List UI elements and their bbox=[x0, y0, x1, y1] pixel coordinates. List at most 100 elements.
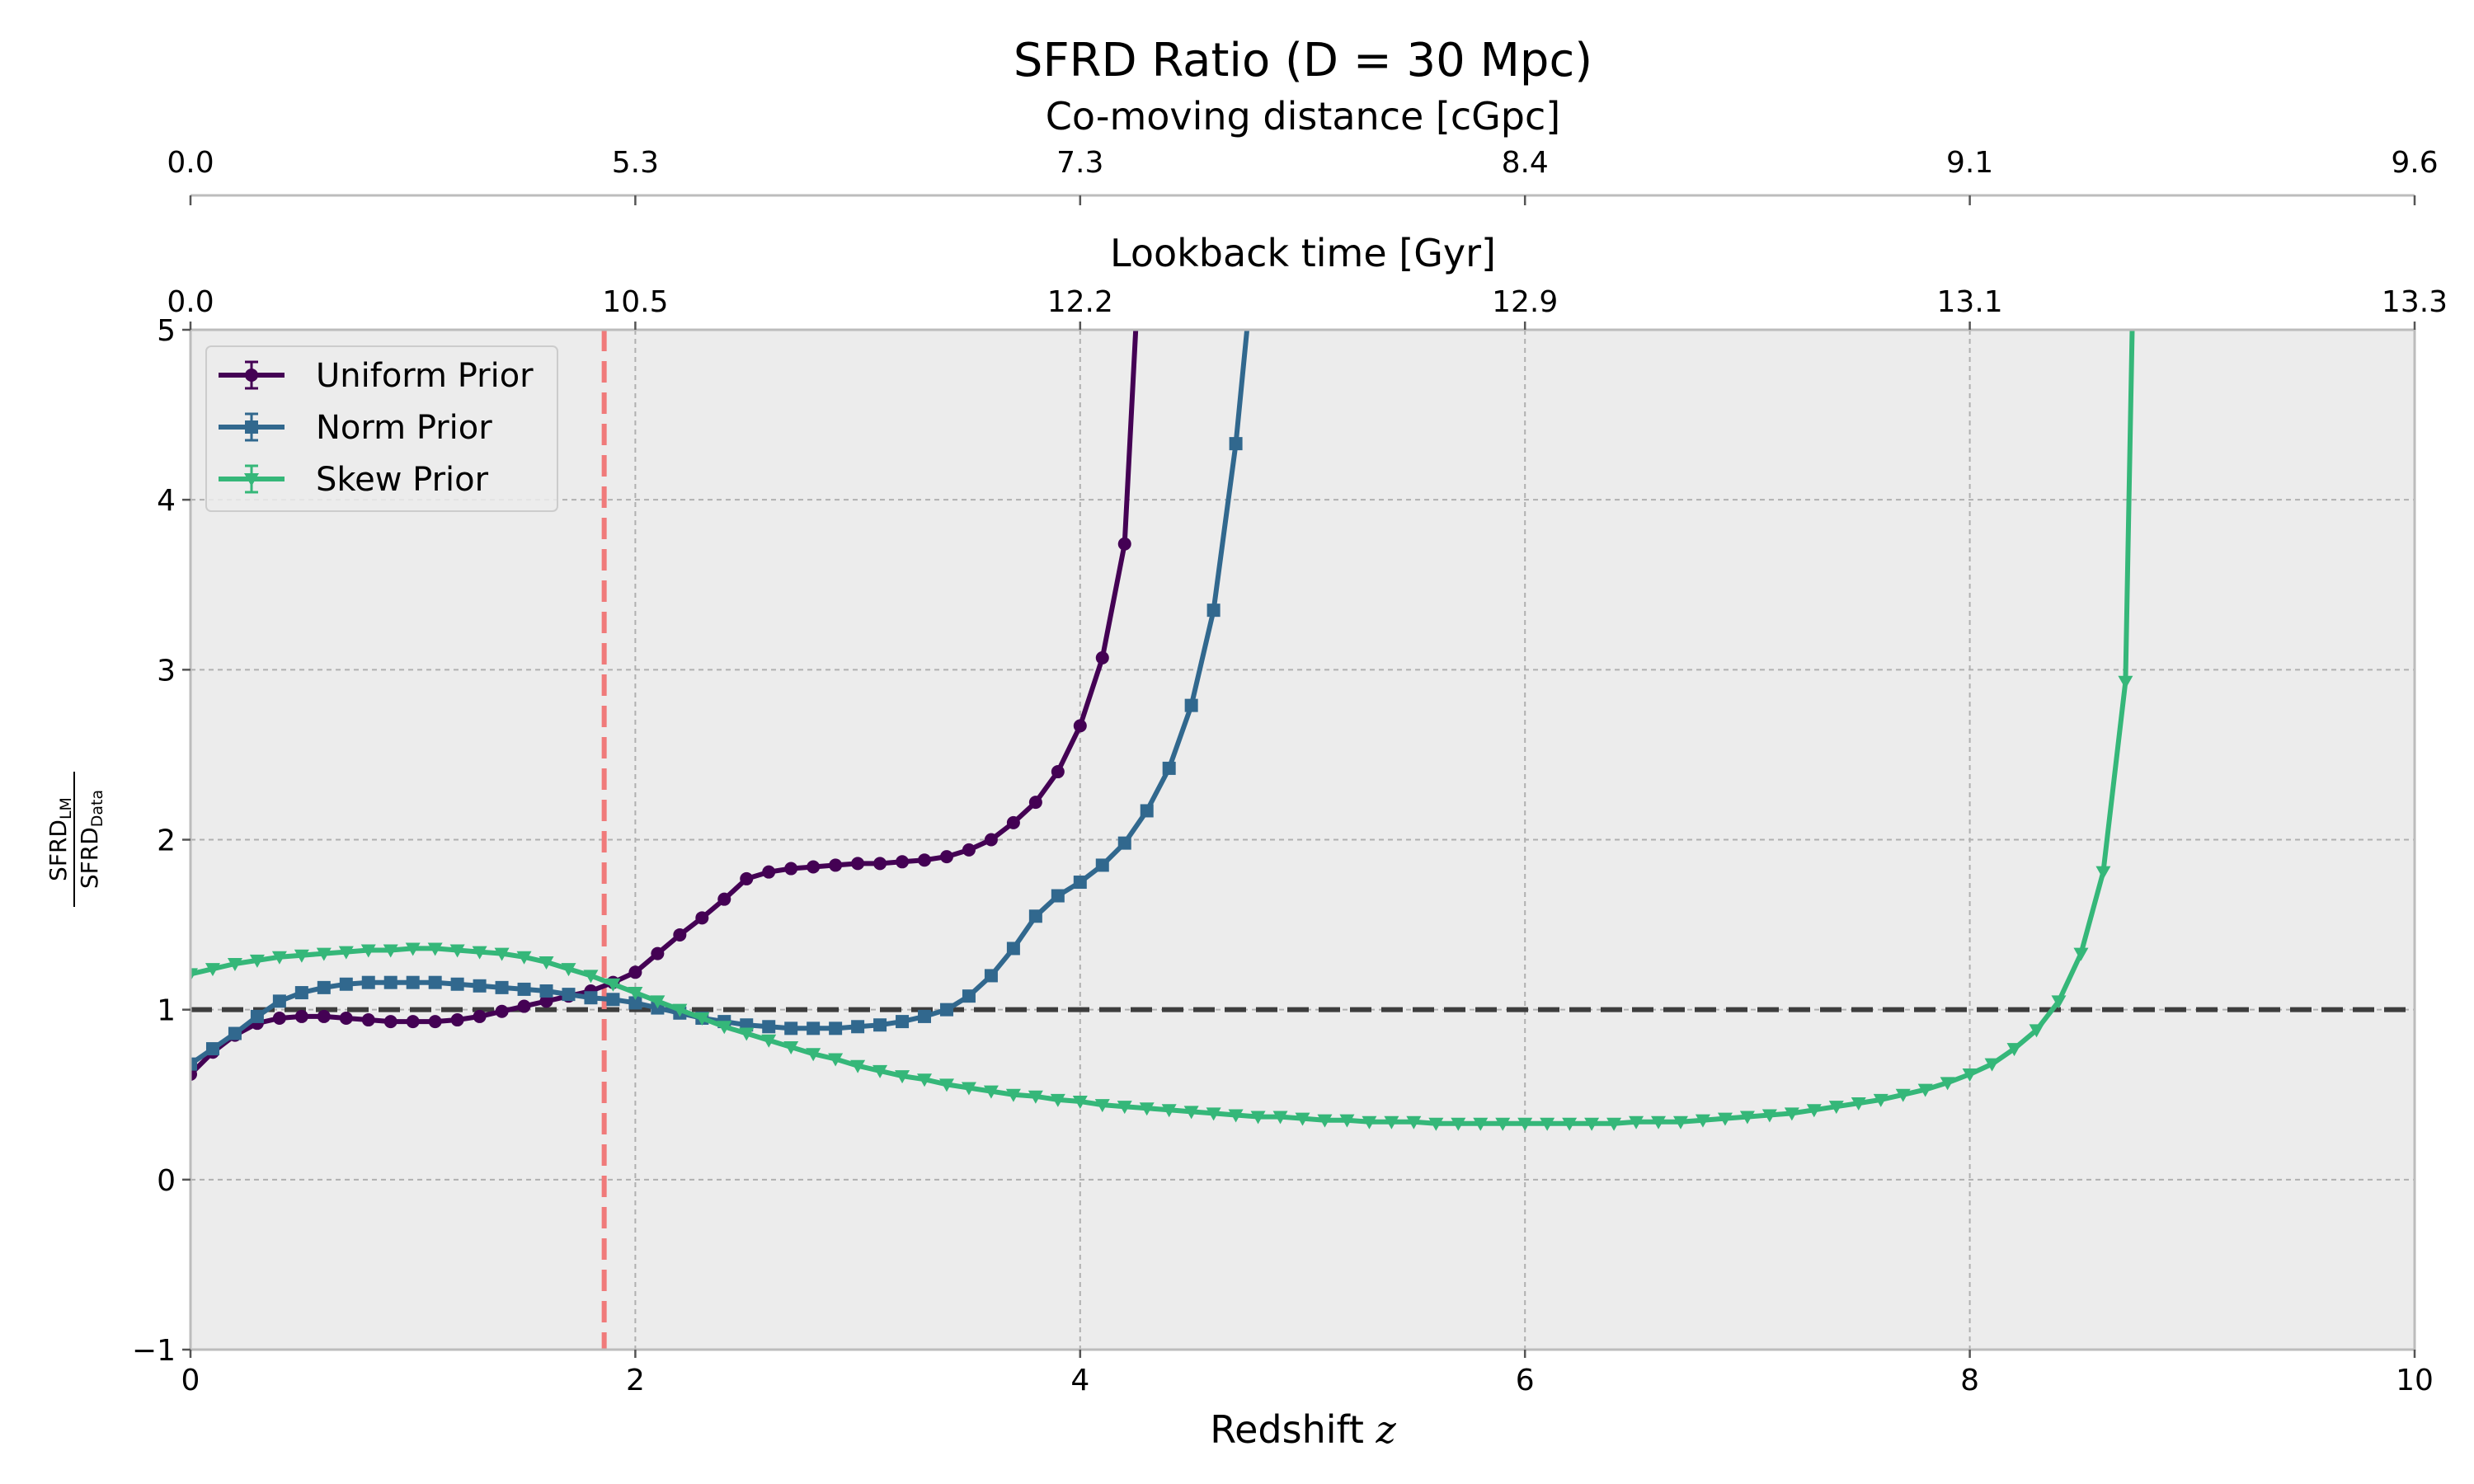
data-point bbox=[917, 1073, 933, 1087]
legend-label: Uniform Prior bbox=[316, 357, 534, 395]
data-point bbox=[872, 1064, 888, 1078]
data-point bbox=[828, 1053, 844, 1067]
data-point bbox=[1517, 1117, 1533, 1131]
data-point bbox=[762, 865, 776, 879]
data-point bbox=[1917, 1083, 1933, 1097]
data-point bbox=[1095, 650, 1109, 665]
data-point bbox=[740, 871, 754, 885]
data-point bbox=[1629, 1115, 1644, 1129]
data-point bbox=[938, 1078, 954, 1092]
data-point bbox=[1473, 1117, 1489, 1131]
data-point bbox=[1672, 1115, 1688, 1129]
data-point bbox=[561, 963, 576, 977]
data-point bbox=[1051, 889, 1065, 903]
x-tick-label: 10 bbox=[2396, 1364, 2434, 1397]
y-tick-label: 5 bbox=[157, 314, 176, 348]
data-point bbox=[1851, 1097, 1866, 1111]
data-point bbox=[807, 1021, 821, 1036]
data-point bbox=[383, 1015, 397, 1029]
data-point bbox=[495, 1004, 509, 1018]
data-point bbox=[605, 978, 621, 992]
data-point bbox=[851, 857, 865, 871]
data-point bbox=[495, 980, 509, 994]
data-point bbox=[517, 982, 531, 996]
data-point bbox=[695, 911, 709, 925]
x-tick-label: 6 bbox=[1516, 1364, 1535, 1397]
y-axis-title: SFRDLM SFRDData bbox=[45, 772, 106, 907]
data-point bbox=[1873, 1093, 1888, 1107]
data-point bbox=[406, 1015, 420, 1029]
data-point bbox=[829, 858, 843, 872]
data-point bbox=[473, 1009, 487, 1023]
data-point bbox=[762, 1020, 776, 1034]
data-point bbox=[1206, 603, 1221, 618]
data-point bbox=[1117, 1101, 1132, 1115]
data-point bbox=[1005, 1088, 1021, 1102]
data-point bbox=[1183, 1106, 1199, 1120]
reference-lines bbox=[190, 330, 2415, 1350]
data-point bbox=[1117, 537, 1131, 551]
data-point bbox=[205, 963, 220, 977]
data-point bbox=[1206, 1107, 1221, 1121]
top-axis-1-tick-label: 10.5 bbox=[602, 285, 668, 319]
data-point bbox=[517, 999, 531, 1013]
data-point bbox=[472, 946, 487, 960]
data-point bbox=[851, 1020, 865, 1034]
data-point bbox=[2095, 866, 2111, 880]
top-axis-1-title: Lookback time [Gyr] bbox=[1110, 231, 1496, 275]
x-tick-label: 4 bbox=[1070, 1364, 1089, 1397]
data-point bbox=[628, 987, 643, 1001]
data-point bbox=[316, 947, 332, 961]
data-point bbox=[227, 958, 242, 972]
series-layer bbox=[190, 329, 2135, 1131]
data-point bbox=[984, 969, 998, 983]
data-point bbox=[1184, 698, 1198, 712]
data-point bbox=[918, 853, 932, 867]
data-point bbox=[1651, 1115, 1667, 1129]
data-point bbox=[628, 965, 642, 979]
data-point bbox=[983, 1085, 999, 1099]
data-point bbox=[190, 1057, 197, 1071]
data-point bbox=[672, 1003, 688, 1017]
x-axis-title-text: Redshift bbox=[1210, 1407, 1364, 1452]
data-point bbox=[1895, 1088, 1911, 1102]
data-point bbox=[1384, 1115, 1399, 1129]
top-axis-2-tick-label: 9.6 bbox=[2391, 146, 2438, 180]
data-point bbox=[294, 949, 309, 963]
series-skew-prior bbox=[190, 329, 2135, 1131]
data-point bbox=[1739, 1111, 1755, 1125]
data-point bbox=[717, 1021, 732, 1035]
top-axis-2-title: Co-moving distance [cGpc] bbox=[1046, 94, 1561, 139]
data-point bbox=[317, 980, 331, 994]
chart-title: SFRD Ratio (D = 30 Mpc) bbox=[1014, 34, 1592, 87]
data-point bbox=[783, 1041, 799, 1055]
data-point bbox=[1828, 1101, 1844, 1115]
data-point bbox=[896, 855, 910, 869]
data-point bbox=[450, 977, 464, 991]
data-point bbox=[628, 996, 642, 1010]
data-point bbox=[250, 1009, 264, 1023]
data-point bbox=[339, 1011, 353, 1025]
data-point bbox=[784, 1021, 798, 1036]
data-point bbox=[873, 1018, 887, 1032]
data-point bbox=[939, 1003, 953, 1017]
data-point bbox=[806, 1048, 821, 1062]
legend-label: Skew Prior bbox=[316, 461, 489, 499]
data-point bbox=[829, 1021, 843, 1036]
data-point bbox=[427, 942, 443, 956]
data-point bbox=[361, 975, 375, 989]
top-axis-1-tick-label: 12.2 bbox=[1047, 285, 1113, 319]
data-point bbox=[1073, 876, 1087, 890]
data-point bbox=[190, 1068, 197, 1082]
data-point bbox=[449, 944, 465, 958]
top-axis-2-tick-label: 8.4 bbox=[1502, 146, 1549, 180]
data-point bbox=[190, 968, 198, 982]
data-point bbox=[1717, 1112, 1733, 1126]
data-point bbox=[1028, 909, 1042, 923]
data-point bbox=[2006, 1043, 2022, 1057]
data-point bbox=[1228, 1109, 1244, 1123]
data-point bbox=[450, 1013, 464, 1027]
legend-item: Uniform Prior bbox=[219, 357, 534, 395]
top-axis-1-tick-label: 13.1 bbox=[1937, 285, 2003, 319]
data-point bbox=[562, 988, 576, 1002]
